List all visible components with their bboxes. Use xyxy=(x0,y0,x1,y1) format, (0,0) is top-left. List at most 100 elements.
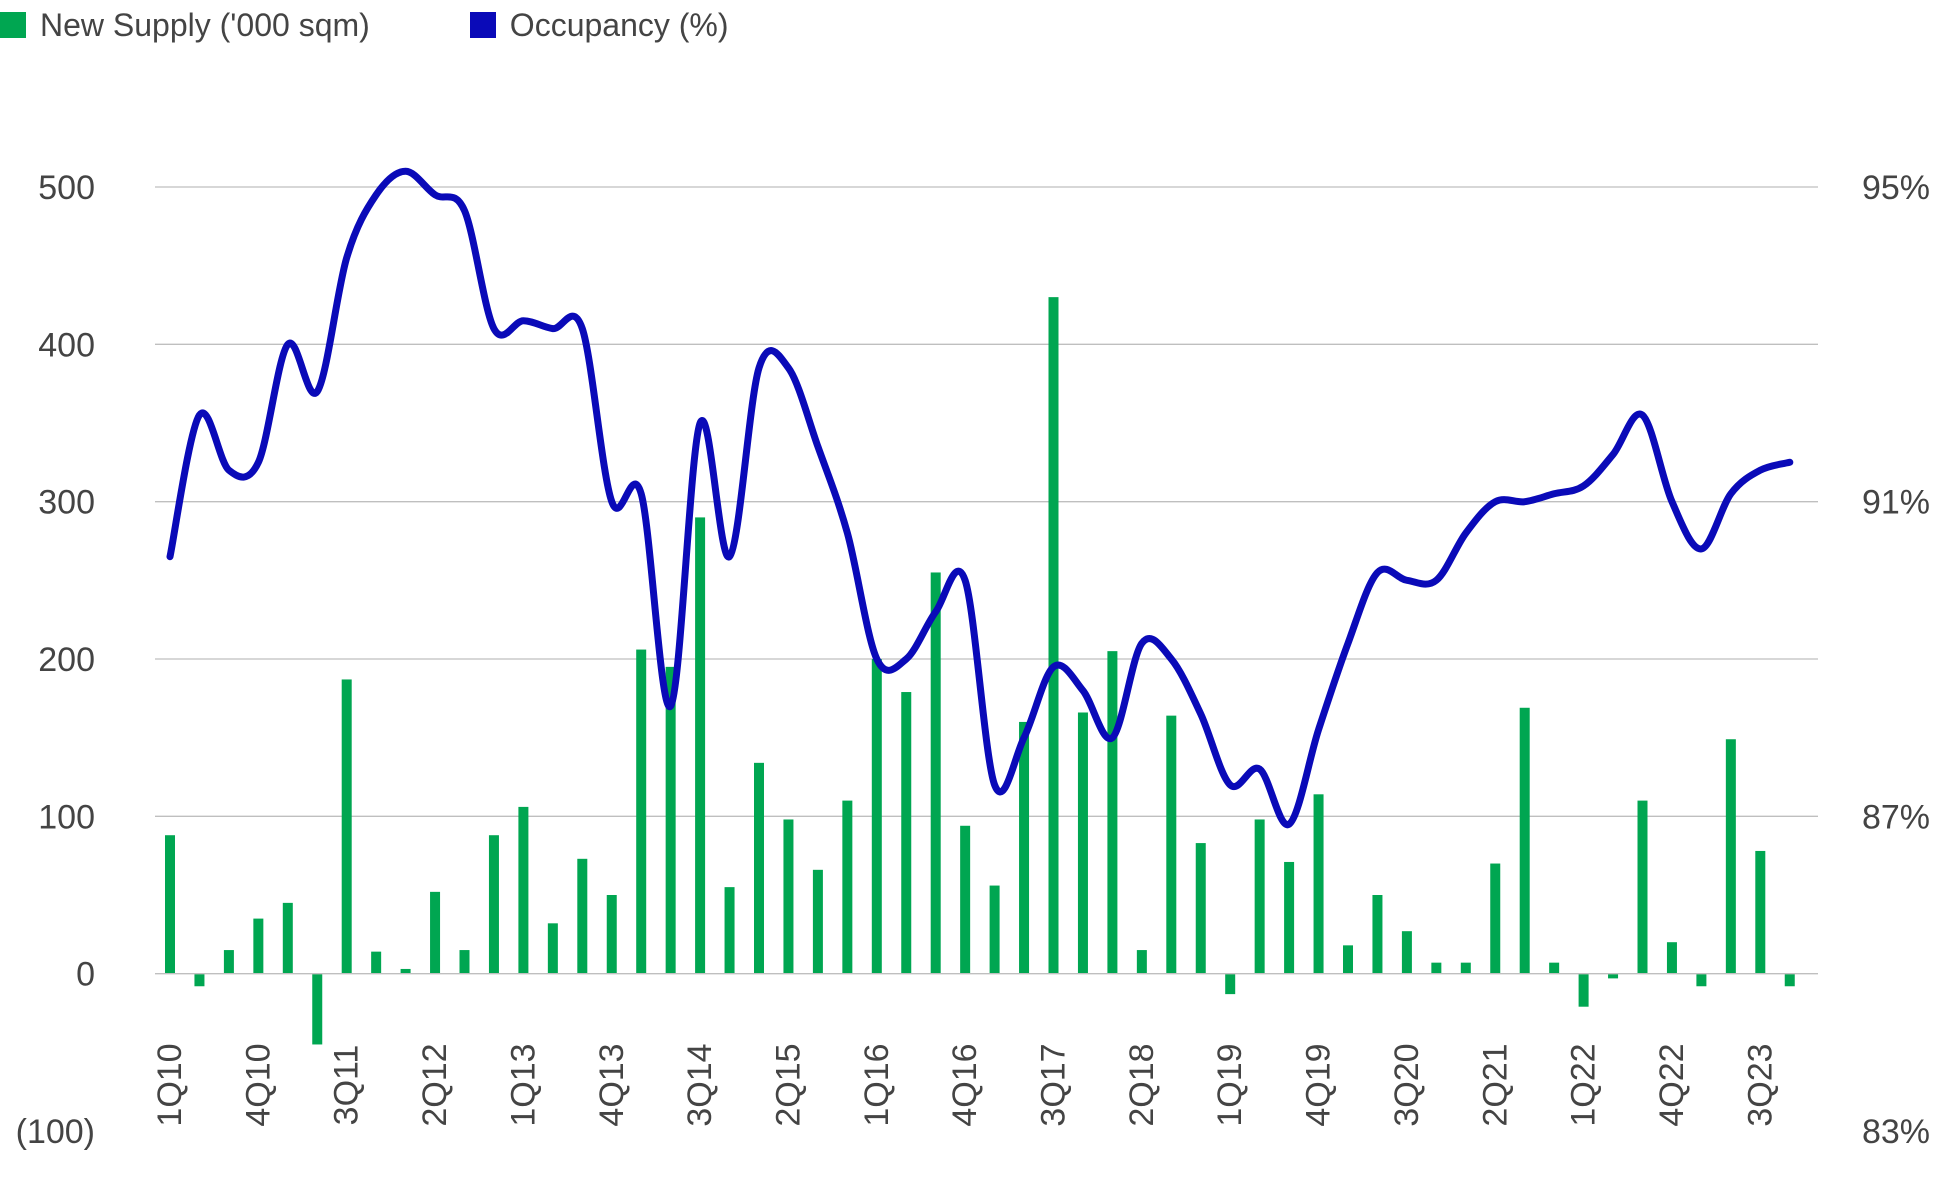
supply-bar xyxy=(371,951,382,974)
x-axis-tick-label: 3Q14 xyxy=(681,1043,719,1126)
supply-bar xyxy=(400,968,411,974)
supply-bar xyxy=(930,572,941,974)
right-axis-tick-label: 95% xyxy=(1862,169,1930,207)
x-axis-tick-label: 3Q11 xyxy=(328,1045,366,1126)
supply-bar xyxy=(1784,973,1795,987)
supply-bar xyxy=(518,806,529,974)
supply-bar xyxy=(1460,962,1471,974)
supply-bar xyxy=(812,869,823,974)
supply-bar xyxy=(1608,973,1619,979)
supply-bar xyxy=(665,666,676,974)
supply-bar xyxy=(1343,945,1353,974)
supply-bar xyxy=(577,858,588,974)
legend-item-occupancy: Occupancy (%) xyxy=(469,6,729,44)
left-axis-tick-label: 0 xyxy=(76,956,95,994)
left-axis-tick-label: 400 xyxy=(38,326,95,364)
x-axis-tick-label: 1Q16 xyxy=(858,1043,896,1126)
legend-label-occupancy: Occupancy (%) xyxy=(509,6,729,43)
supply-bar xyxy=(341,679,352,974)
supply-bar xyxy=(1755,850,1766,974)
occupancy-line xyxy=(166,167,1794,828)
supply-bar xyxy=(636,649,647,974)
supply-bar xyxy=(606,895,617,974)
supply-bar xyxy=(223,950,234,974)
supply-bar xyxy=(1431,962,1442,974)
supply-bar xyxy=(488,835,499,974)
x-axis-tick-label: 2Q12 xyxy=(416,1043,454,1126)
x-axis-tick-label: 3Q20 xyxy=(1388,1043,1426,1126)
x-axis-tick-label: 3Q23 xyxy=(1741,1043,1779,1126)
supply-bar xyxy=(1725,739,1736,974)
x-axis-tick-label: 2Q21 xyxy=(1476,1043,1514,1126)
supply-bar xyxy=(1225,973,1236,995)
supply-bar xyxy=(989,885,1000,974)
supply-bar xyxy=(1254,819,1265,974)
x-axis-tick-label: 1Q10 xyxy=(151,1043,189,1126)
supply-bar xyxy=(1401,931,1412,974)
supply-bar xyxy=(754,762,764,974)
supply-bars xyxy=(165,297,1795,1045)
supply-bar xyxy=(194,973,205,987)
supply-bar xyxy=(724,887,735,974)
supply-bar xyxy=(1549,962,1560,974)
left-axis-tick-label: (100) xyxy=(16,1113,95,1151)
left-axis-tick-label: 200 xyxy=(38,641,95,679)
legend-item-new-supply: New Supply ('000 sqm) xyxy=(0,7,370,44)
x-axis-tick-label: 2Q18 xyxy=(1123,1043,1161,1126)
x-axis-tick-label: 2Q15 xyxy=(769,1043,807,1126)
supply-bar xyxy=(1666,942,1677,974)
supply-bar xyxy=(1519,707,1530,974)
supply-bar xyxy=(960,825,971,974)
supply-bar xyxy=(1019,721,1030,974)
legend-swatch-new-supply xyxy=(0,12,26,38)
left-axis-tick-label: 100 xyxy=(38,798,95,836)
x-axis-tick-label: 4Q16 xyxy=(946,1043,984,1126)
supply-bar xyxy=(1166,715,1177,974)
legend-swatch-occupancy xyxy=(469,12,496,38)
left-axis-tick-label: 300 xyxy=(38,484,95,522)
occupancy-line-group xyxy=(166,167,1794,828)
supply-bar xyxy=(1696,973,1707,987)
left-axis-tick-label: 500 xyxy=(38,169,95,207)
supply-bar xyxy=(1136,950,1147,974)
supply-bar xyxy=(430,891,441,974)
supply-bar xyxy=(1637,800,1648,974)
supply-bar xyxy=(165,835,175,974)
supply-bar xyxy=(1077,712,1088,974)
x-axis-tick-label: 1Q22 xyxy=(1565,1043,1603,1126)
chart-legend: New Supply ('000 sqm) Occupancy (%) xyxy=(0,4,829,46)
right-axis-labels: 83% 87% 91% 95% xyxy=(1862,169,1930,1151)
x-axis-tick-label: 4Q19 xyxy=(1300,1043,1338,1126)
supply-bar xyxy=(1048,297,1059,974)
supply-bar xyxy=(547,923,558,974)
supply-bar xyxy=(842,800,853,974)
x-axis-tick-label: 4Q10 xyxy=(239,1043,277,1126)
supply-bar xyxy=(1195,843,1206,974)
supply-bar xyxy=(783,819,794,974)
supply-bar xyxy=(901,692,912,974)
supply-bar xyxy=(1313,794,1324,974)
supply-bar xyxy=(1107,651,1118,974)
x-axis-tick-label: 1Q13 xyxy=(504,1043,542,1126)
x-axis-tick-label: 4Q13 xyxy=(593,1043,631,1126)
supply-bar xyxy=(871,659,882,974)
right-axis-tick-label: 91% xyxy=(1862,484,1930,522)
supply-bar xyxy=(282,902,293,974)
right-axis-tick-label: 87% xyxy=(1862,798,1930,836)
legend-label-new-supply: New Supply ('000 sqm) xyxy=(40,6,370,43)
supply-bar xyxy=(312,973,323,1045)
supply-bar xyxy=(459,950,470,974)
x-axis-labels: 1Q10 4Q10 3Q11 2Q12 1Q13 4Q13 3Q14 2Q15 1Q16 4Q16… xyxy=(151,1043,1779,1126)
supply-bar xyxy=(1372,895,1383,974)
left-axis-labels: (100) 0 100 200 300 400 500 xyxy=(16,169,95,1151)
supply-bar xyxy=(1284,861,1295,974)
grid-lines xyxy=(155,186,1818,817)
supply-bar xyxy=(1578,973,1589,1007)
right-axis-tick-label: 83% xyxy=(1862,1113,1930,1151)
supply-bar xyxy=(1490,863,1501,974)
x-axis-tick-label: 1Q19 xyxy=(1211,1043,1249,1126)
supply-bar xyxy=(695,517,706,974)
supply-bar xyxy=(253,918,264,974)
x-axis-tick-label: 4Q22 xyxy=(1653,1043,1691,1126)
